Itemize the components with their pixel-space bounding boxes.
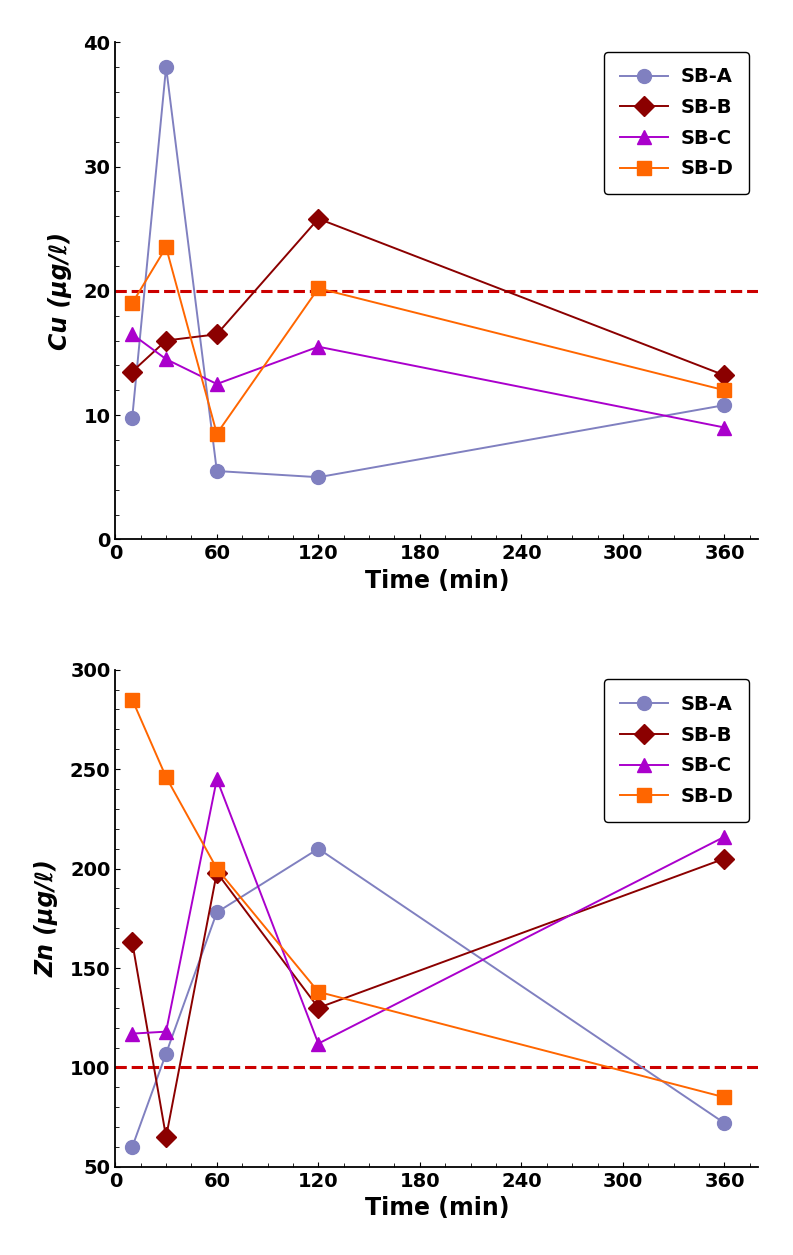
SB-C xyxy=(212,772,221,787)
Line: SB-A: SB-A xyxy=(125,842,731,1153)
SB-D xyxy=(128,296,137,311)
Line: SB-C: SB-C xyxy=(125,328,731,434)
SB-A xyxy=(161,59,170,74)
SB-C xyxy=(161,351,170,366)
X-axis label: Time (min): Time (min) xyxy=(365,1196,509,1220)
SB-D xyxy=(720,1089,730,1104)
SB-D xyxy=(161,769,170,784)
SB-A xyxy=(720,1116,730,1131)
SB-B xyxy=(212,326,221,341)
SB-C xyxy=(720,830,730,845)
Line: SB-B: SB-B xyxy=(125,212,731,383)
SB-A xyxy=(212,463,221,478)
SB-A xyxy=(161,1045,170,1060)
Line: SB-D: SB-D xyxy=(125,693,731,1104)
SB-A xyxy=(313,469,323,484)
Line: SB-D: SB-D xyxy=(125,241,731,441)
SB-B xyxy=(313,211,323,226)
SB-D xyxy=(313,984,323,999)
SB-A xyxy=(720,398,730,413)
SB-B xyxy=(313,1000,323,1015)
Y-axis label: Cu (μg/ℓ): Cu (μg/ℓ) xyxy=(48,232,72,350)
SB-D xyxy=(313,281,323,296)
SB-B xyxy=(161,1130,170,1145)
SB-C xyxy=(161,1024,170,1039)
Line: SB-C: SB-C xyxy=(125,772,731,1050)
Line: SB-A: SB-A xyxy=(125,60,731,484)
SB-C xyxy=(313,339,323,354)
SB-C xyxy=(128,326,137,341)
SB-C xyxy=(313,1037,323,1052)
Legend: SB-A, SB-B, SB-C, SB-D: SB-A, SB-B, SB-C, SB-D xyxy=(604,51,749,195)
SB-D xyxy=(720,383,730,398)
SB-D xyxy=(212,861,221,876)
SB-C xyxy=(128,1027,137,1042)
SB-B xyxy=(720,368,730,383)
SB-D xyxy=(212,427,221,442)
Legend: SB-A, SB-B, SB-C, SB-D: SB-A, SB-B, SB-C, SB-D xyxy=(604,679,749,822)
Line: SB-B: SB-B xyxy=(125,852,731,1145)
SB-A xyxy=(212,905,221,920)
X-axis label: Time (min): Time (min) xyxy=(365,569,509,592)
SB-B xyxy=(720,851,730,866)
SB-C xyxy=(212,376,221,392)
SB-A xyxy=(128,410,137,425)
SB-B xyxy=(128,364,137,379)
SB-B xyxy=(212,865,221,880)
SB-B xyxy=(161,333,170,348)
Y-axis label: Zn (μg/ℓ): Zn (μg/ℓ) xyxy=(35,860,59,978)
SB-D xyxy=(128,692,137,707)
SB-D xyxy=(161,240,170,255)
SB-B xyxy=(128,935,137,950)
SB-C xyxy=(720,420,730,435)
SB-A xyxy=(313,841,323,856)
SB-A xyxy=(128,1140,137,1155)
